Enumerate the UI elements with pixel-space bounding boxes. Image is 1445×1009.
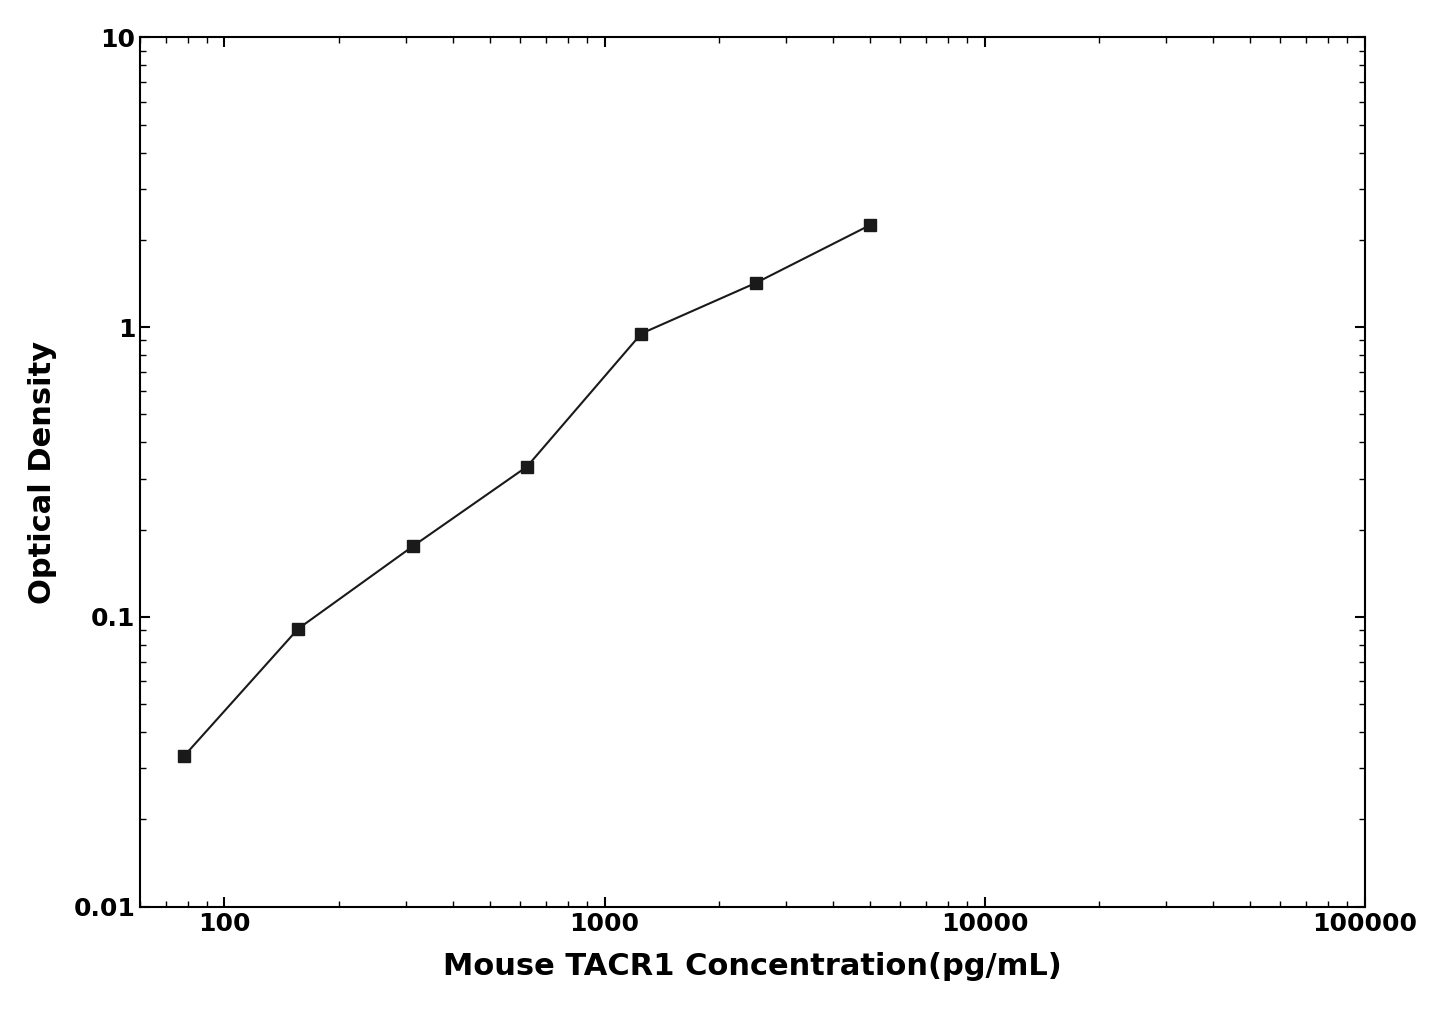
Y-axis label: Optical Density: Optical Density <box>27 340 56 603</box>
X-axis label: Mouse TACR1 Concentration(pg/mL): Mouse TACR1 Concentration(pg/mL) <box>444 952 1062 981</box>
